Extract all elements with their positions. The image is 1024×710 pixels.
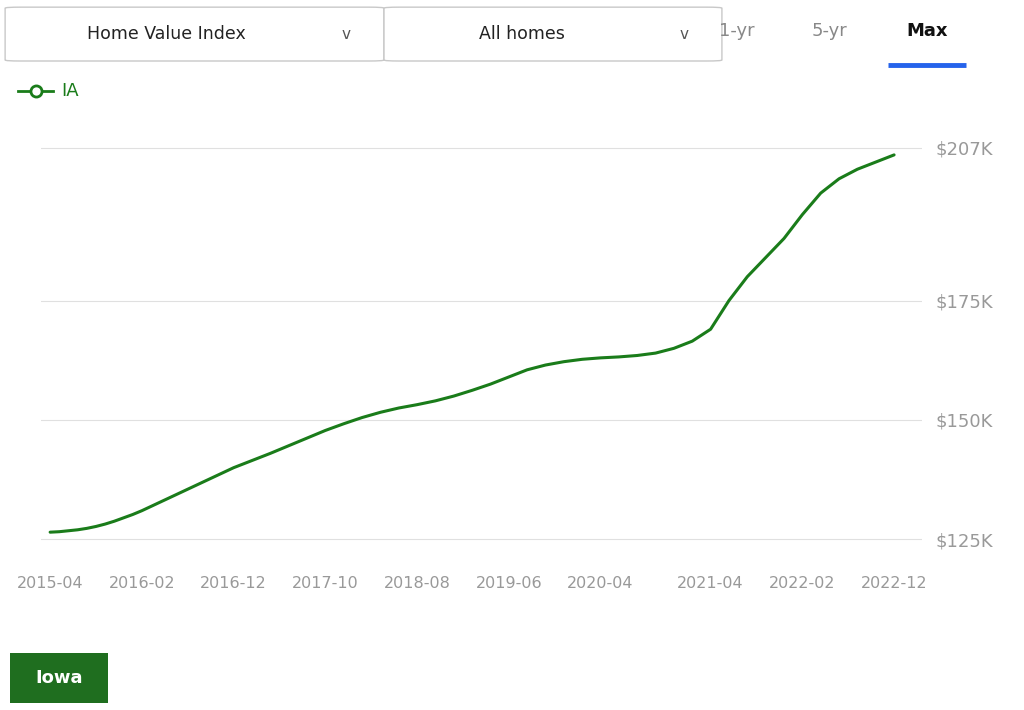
Text: 1-yr: 1-yr: [720, 22, 755, 40]
FancyBboxPatch shape: [4, 650, 114, 706]
Text: Home Value Index: Home Value Index: [87, 25, 246, 43]
Text: Iowa: Iowa: [35, 669, 83, 687]
Text: All homes: All homes: [479, 25, 565, 43]
FancyBboxPatch shape: [384, 7, 722, 61]
Text: 5-yr: 5-yr: [812, 22, 847, 40]
Text: IA: IA: [61, 82, 79, 100]
Text: v: v: [341, 26, 350, 42]
Text: Max: Max: [906, 22, 947, 40]
Text: v: v: [679, 26, 688, 42]
FancyBboxPatch shape: [5, 7, 384, 61]
